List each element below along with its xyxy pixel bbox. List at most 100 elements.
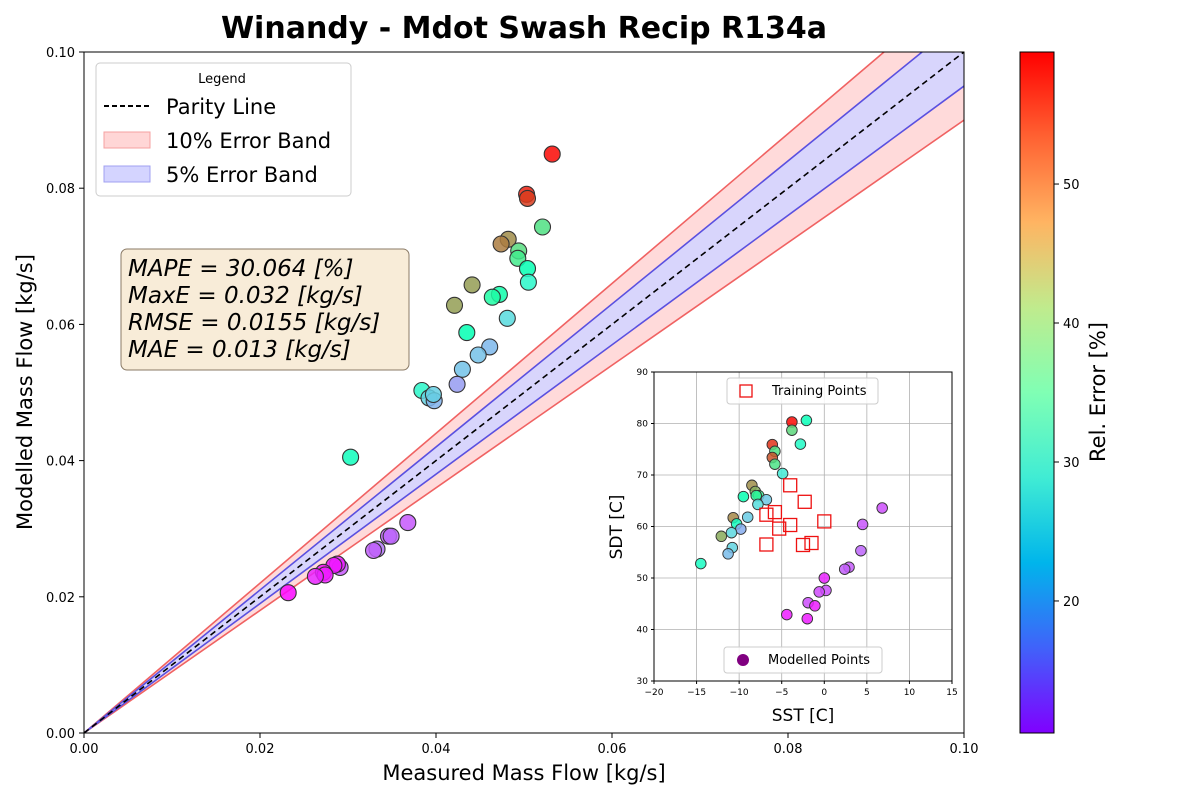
inset-modelled-point-7 [769, 458, 781, 470]
legend-box [95, 62, 352, 197]
inset-training-points [759, 478, 832, 553]
inset-x-tick-label: 0 [821, 688, 827, 698]
data-point-4 [492, 235, 510, 253]
data-point-7 [533, 218, 552, 236]
inset-y-tick-label: 60 [637, 523, 649, 533]
inset-training-point-4 [783, 517, 798, 533]
inset-training-point-5 [772, 521, 787, 536]
x-tick-label: 0.10 [950, 742, 979, 757]
stats-mape: MAPE = 30.064 [%] [128, 256, 353, 282]
main-axis-ticks: 0.00 0.02 0.04 0.06 0.08 0.10 0.00 0.02 0.04 0.06… [46, 46, 978, 757]
inset-modelled-point-13 [737, 490, 750, 503]
inset-x-tick-label: −15 [687, 688, 706, 698]
inset-modelled-point-1 [800, 414, 813, 427]
y-axis-label: Modelled Mass Flow [kg/s] [13, 254, 37, 530]
error-bands [83, 51, 965, 734]
legend-10pct-label: 10% Error Band [166, 129, 331, 153]
inset-modelled-point-20 [725, 526, 738, 539]
inset-legend-modelled-label: Modelled Points [768, 653, 870, 668]
inset-training-point-6 [817, 514, 832, 529]
data-point-5 [463, 276, 481, 294]
data-point-6 [445, 296, 464, 314]
inset-modelled-point-24 [695, 557, 707, 570]
inset-modelled-point-21 [715, 530, 728, 543]
legend-title: Legend [198, 72, 246, 87]
main-data-points [279, 145, 561, 602]
colorbar-label: Rel. Error [%] [1086, 322, 1110, 462]
y-tick-label: 0.06 [46, 318, 75, 333]
inset-modelled-point-29 [838, 563, 851, 575]
inset-legend-training-label: Training Points [771, 384, 867, 399]
inset-training-point-1 [797, 494, 812, 509]
main-plot-frame [83, 51, 965, 734]
inset-modelled-point-15 [752, 498, 764, 511]
data-point-36 [279, 584, 297, 602]
inset-legend-modelled-box [723, 646, 883, 674]
colorbar-gradient [1019, 51, 1055, 734]
stats-maxe: MaxE = 0.032 [kg/s] [128, 283, 363, 309]
inset-y-tick-label: 70 [637, 471, 649, 481]
inset-modelled-point-8 [776, 467, 789, 480]
band-lower-line-10pct [83, 119, 965, 734]
data-point-2 [518, 189, 537, 207]
chart-title: Winandy - Mdot Swash Recip R134a [221, 11, 827, 46]
inset-training-point-0 [783, 478, 798, 493]
inset-y-tick-label: 30 [637, 677, 649, 687]
data-point-11 [519, 273, 537, 291]
colorbar-tick-label: 50 [1063, 178, 1080, 193]
data-point-35 [306, 567, 324, 585]
y-tick-label: 0.02 [46, 591, 75, 606]
data-point-29 [364, 541, 383, 560]
legend-5pct-swatch [103, 165, 151, 183]
y-tick-label: 0.04 [46, 455, 75, 470]
inset-axis-ticks: −20 −15 −10 −5 0 5 10 15 30 40 50 60 70 80 90 [637, 368, 958, 698]
x-tick-label: 0.04 [422, 742, 451, 757]
colorbar: 20 30 40 50 Rel. Error [%] [1019, 51, 1110, 734]
inset-modelled-point-4 [794, 438, 807, 450]
inset-y-tick-label: 90 [637, 368, 649, 378]
inset-x-tick-label: 10 [904, 688, 916, 698]
inset-y-axis-label: SDT [C] [607, 495, 627, 560]
inset-x-tick-label: 5 [864, 688, 870, 698]
inset-modelled-point-26 [856, 518, 869, 531]
inset-y-tick-label: 80 [637, 420, 649, 430]
data-point-24 [342, 448, 360, 466]
inset-modelled-point-30 [818, 572, 831, 584]
inset-training-point-8 [795, 537, 811, 553]
inset-legend-training: Training Points [726, 377, 879, 405]
inset-y-tick-label: 40 [637, 626, 649, 636]
data-point-18 [453, 360, 471, 378]
band-upper-line-10pct [83, 51, 885, 734]
inset-x-tick-label: −20 [645, 688, 664, 698]
inset-modelled-point-36 [801, 612, 814, 625]
data-point-19 [448, 375, 466, 393]
colorbar-tick-label: 30 [1063, 456, 1080, 471]
colorbar-tick-label: 40 [1063, 317, 1080, 332]
stats-rmse: RMSE = 0.0155 [kg/s] [128, 310, 380, 336]
x-axis-label: Measured Mass Flow [kg/s] [382, 761, 665, 785]
inset-modelled-point-27 [855, 544, 867, 557]
inset-modelled-point-23 [722, 548, 734, 560]
data-point-23 [424, 385, 442, 404]
colorbar-tick-label: 20 [1063, 595, 1080, 610]
inset-legend-training-box [726, 377, 879, 405]
legend-parity-label: Parity Line [166, 95, 276, 119]
parity-line [83, 51, 965, 734]
data-point-15 [498, 309, 516, 327]
inset-legend-modelled: Modelled Points [723, 646, 883, 674]
inset-modelled-point-34 [809, 600, 821, 612]
inset-x-axis-label: SST [C] [772, 706, 835, 726]
inset-training-point-9 [804, 535, 819, 551]
inset-modelled-point-2 [786, 424, 798, 436]
data-point-25 [399, 514, 417, 532]
inset-y-tick-label: 50 [637, 574, 649, 584]
stats-box: MAPE = 30.064 [%] MaxE = 0.032 [kg/s] RM… [120, 248, 410, 371]
data-point-27 [382, 527, 400, 545]
x-tick-label: 0.02 [246, 742, 275, 757]
inset-legend-modelled-marker [737, 654, 749, 666]
x-tick-label: 0.08 [774, 742, 803, 757]
band-upper-line-5pct [83, 51, 923, 734]
y-tick-label: 0.00 [46, 727, 75, 742]
x-tick-label: 0.00 [70, 742, 99, 757]
